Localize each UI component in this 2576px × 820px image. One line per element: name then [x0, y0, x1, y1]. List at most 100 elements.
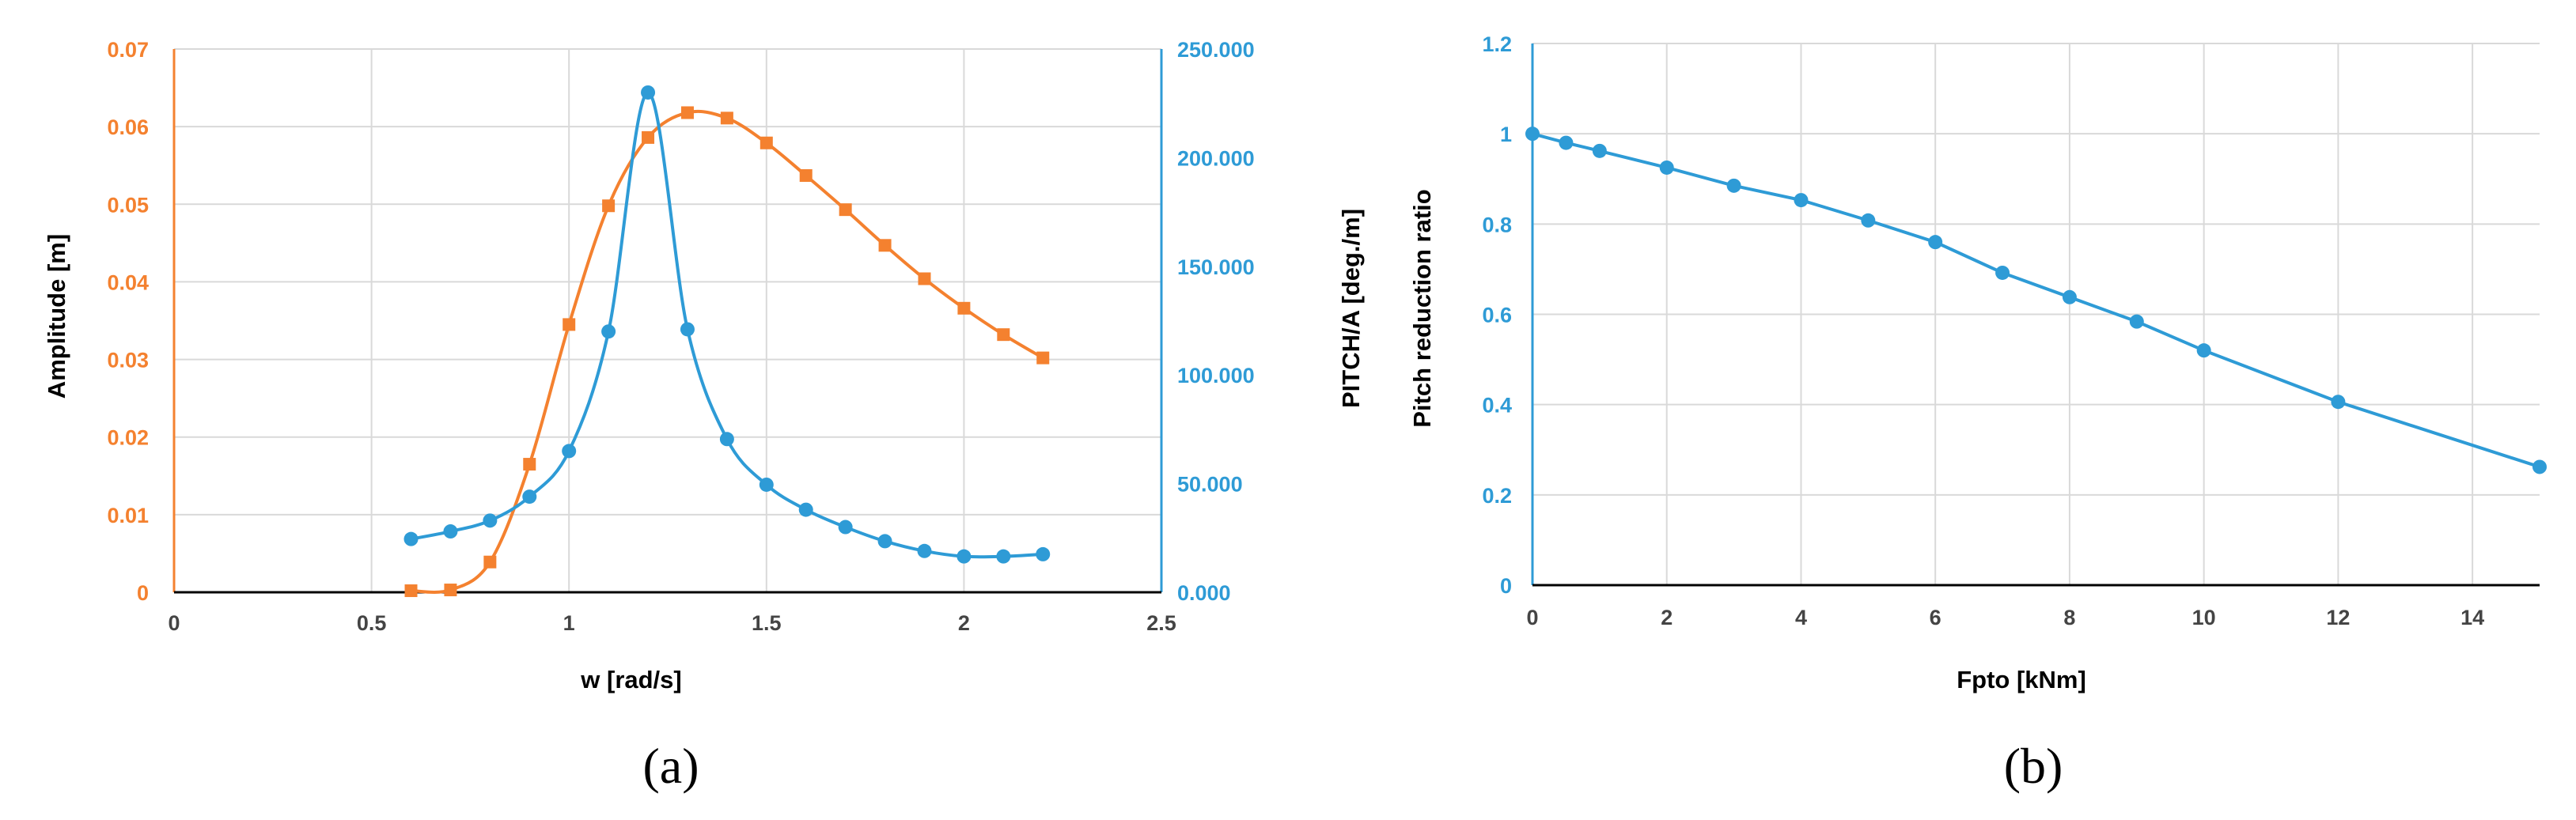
chart-a-series-1-point: [680, 322, 695, 337]
chart-b-x-tick: 10: [2192, 606, 2216, 629]
chart-b-gridlines: [1532, 43, 2540, 585]
chart-b-x-tick: 2: [1661, 606, 1673, 629]
chart-a-series-1-point: [443, 524, 458, 539]
chart-a-series-0-point: [760, 136, 773, 149]
chart-a-x-tick: 2: [958, 611, 970, 635]
chart-b-series-0-point: [1995, 265, 2010, 280]
chart-a-series-0-point: [1036, 351, 1050, 365]
chart-a-y-tick: 0.07: [107, 38, 149, 62]
chart-a-series-1-point: [403, 531, 419, 546]
chart-a-x-tick: 1.5: [752, 611, 782, 635]
chart-a-series-0-point: [799, 168, 813, 182]
chart-b-series-0-point: [2196, 343, 2211, 358]
chart-a-y-tick: 0.04: [107, 270, 149, 294]
chart-a-series-0-point: [918, 272, 931, 285]
chart-a-series-0-point: [839, 203, 852, 217]
chart-b-y-tick: 0.4: [1482, 394, 1512, 418]
chart-a-y-tick: 0: [137, 581, 149, 605]
chart-a-series-0-point: [997, 328, 1010, 342]
panel-label-a: (a): [642, 738, 699, 794]
chart-b-x-tick: 8: [2063, 606, 2075, 629]
chart-a-axes: [172, 49, 1163, 594]
chart-b-y-tick: 1.2: [1482, 32, 1512, 56]
chart-b-x-tick: 6: [1930, 606, 1941, 629]
chart-a-series-1-point: [483, 513, 498, 528]
chart-a-series-1-point: [719, 432, 734, 447]
chart-b-series-0-point: [1592, 143, 1607, 158]
chart-a-series-0-point: [720, 111, 733, 125]
chart-b-series-0-point: [1659, 160, 1674, 175]
chart-a-series-1-point: [957, 549, 972, 564]
chart-b-y-tick: 1: [1500, 123, 1512, 146]
chart-a-y-tick: 0.01: [107, 504, 149, 527]
chart-a-series-0-point: [878, 239, 892, 252]
chart-b-x-tick: 0: [1526, 606, 1538, 629]
chart-a-series-0-point: [444, 584, 457, 597]
chart-b-x-tick: 14: [2460, 606, 2484, 629]
chart-b-series-0-point: [2532, 459, 2547, 474]
chart-b-series-0-point: [1928, 235, 1943, 250]
chart-a-y2-axis-title: PITCH/A [deg./m]: [1337, 209, 1365, 408]
chart-b-y-tick: 0.8: [1482, 213, 1512, 236]
chart-b-series-0-point: [2062, 289, 2077, 304]
chart-b-series: [1525, 127, 2547, 474]
chart-a-series-1-point: [641, 85, 656, 100]
panel-label-b: (b): [2004, 738, 2063, 794]
chart-a-y-axis-title: Amplitude [m]: [43, 234, 70, 399]
chart-a-x-axis-title: w [rad/s]: [580, 666, 681, 693]
chart-b-y-axis-title: Pitch reduction ratio: [1408, 189, 1436, 427]
chart-b-series-0-point: [1794, 193, 1809, 208]
chart-a-series: [403, 85, 1051, 598]
chart-b-series-0-point: [2331, 395, 2346, 410]
chart-a-x-tick: 0: [168, 611, 180, 635]
chart-b-series-0-line: [1532, 132, 2540, 469]
chart-a-y-tick: 0.05: [107, 193, 149, 217]
chart-a-y2-tick: 50.000: [1177, 473, 1243, 497]
chart-a: 0 0.5 1 1.5 2 2.5 0 0.01 0.02 0.03 0.04 0.05 0.06 0.0…: [43, 38, 1365, 794]
chart-a-series-0-point: [523, 458, 536, 471]
chart-b-x-tick: 12: [2326, 606, 2350, 629]
chart-a-y2-tick: 150.000: [1177, 255, 1255, 279]
chart-a-series-0-point: [483, 555, 497, 569]
chart-a-x-tick: 2.5: [1146, 611, 1176, 635]
chart-b-y-tick: 0.6: [1482, 304, 1512, 327]
chart-a-series-1-point: [838, 520, 853, 535]
chart-b-x-tick: 4: [1795, 606, 1807, 629]
chart-a-tick-labels: 0 0.5 1 1.5 2 2.5 0 0.01 0.02 0.03 0.04 0.05 0.06 0.0…: [107, 38, 1254, 635]
chart-a-series-0-point: [957, 301, 971, 315]
chart-a-series-1-point: [1036, 546, 1051, 561]
chart-a-y2-tick: 100.000: [1177, 364, 1255, 387]
chart-b-tick-labels: 0 2 4 6 8 10 12 14 0 0.2 0.4 0.6 0.8 1 1.2: [1482, 32, 2484, 629]
chart-a-y2-tick: 0.000: [1177, 581, 1231, 605]
chart-b-series-0-point: [1559, 135, 1574, 150]
chart-a-gridlines: [174, 48, 1162, 592]
chart-a-series-0-point: [602, 199, 616, 213]
chart-b-y-tick: 0: [1500, 574, 1512, 598]
chart-a-series-1-point: [798, 502, 813, 517]
chart-a-series-1-point: [877, 534, 892, 549]
chart-a-series-0-point: [404, 584, 418, 598]
chart-a-y-tick: 0.03: [107, 349, 149, 372]
chart-a-y-tick: 0.02: [107, 426, 149, 450]
chart-a-y2-tick: 250.000: [1177, 38, 1255, 62]
chart-b-series-0-point: [1525, 127, 1540, 142]
chart-b-series-0-point: [2129, 314, 2144, 329]
chart-b-series-0-point: [1861, 213, 1876, 228]
chart-b-x-axis-title: Fpto [kNm]: [1957, 666, 2086, 693]
chart-a-x-tick: 0.5: [357, 611, 387, 635]
chart-b-y-tick: 0.2: [1482, 484, 1512, 508]
chart-a-series-0-line: [411, 109, 1044, 594]
chart-a-series-1-point: [601, 324, 616, 339]
chart-a-series-1-point: [522, 489, 537, 504]
chart-a-y-tick: 0.06: [107, 115, 149, 139]
chart-a-x-tick: 1: [563, 611, 575, 635]
chart-a-series-1-point: [917, 543, 932, 558]
chart-a-series-0-point: [642, 130, 655, 144]
chart-b-series-0-point: [1726, 178, 1741, 193]
chart-a-series-1-point: [562, 444, 577, 459]
chart-a-y2-tick: 200.000: [1177, 146, 1255, 170]
chart-a-series-1-line: [411, 90, 1044, 559]
chart-a-series-0-point: [563, 318, 576, 331]
